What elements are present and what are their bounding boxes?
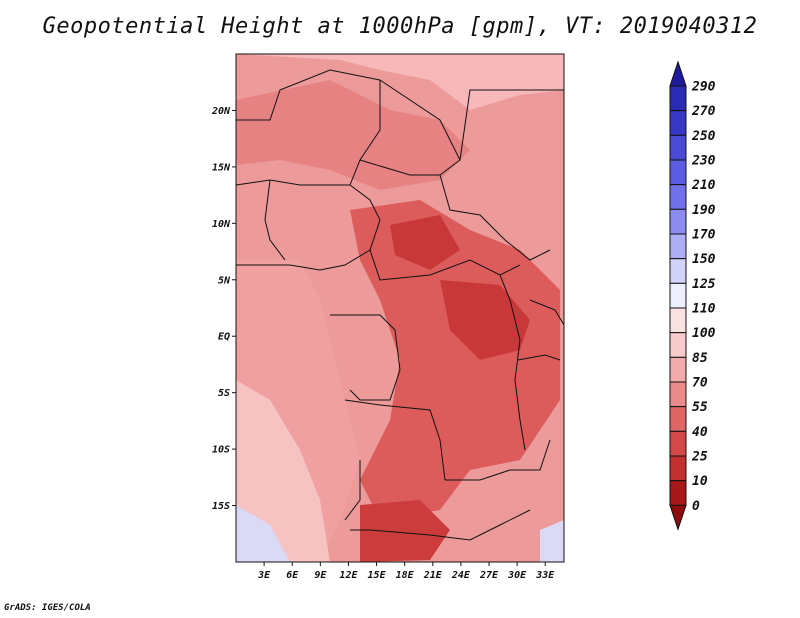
colorbar-box [669, 110, 687, 136]
region-core-2 [390, 215, 460, 270]
colorbar-label: 40 [692, 425, 708, 440]
y-tick-label: 20N [211, 106, 231, 117]
colorbar-box [669, 356, 687, 383]
x-axis: 3E 6E 9E 12E 15E 18E 21E 24E 27E 30E 33E [257, 562, 555, 581]
y-tick-label: 5N [218, 275, 231, 286]
colorbar-box [669, 406, 687, 432]
colorbar-box [669, 282, 687, 309]
region-east-light [540, 520, 564, 562]
country-borders [236, 69, 564, 541]
y-tick-label: EQ [218, 332, 230, 343]
x-tick-label: 33E [535, 570, 555, 581]
colorbar-label: 270 [691, 104, 716, 119]
y-tick-label: 5S [218, 388, 230, 399]
region-central [350, 200, 560, 520]
colorbar-box [669, 233, 687, 260]
region-southwest-ocean [236, 505, 290, 562]
colorbar-label: 70 [692, 376, 708, 391]
colorbar-box [669, 480, 687, 506]
colorbar-label: 125 [692, 277, 716, 292]
colorbar-label: 10 [692, 474, 708, 489]
x-tick-label: 6E [286, 570, 299, 581]
region-west-lighter [236, 380, 330, 562]
colorbar-box [669, 159, 687, 186]
colorbar-box [669, 258, 687, 284]
x-tick-label: 21E [423, 570, 443, 581]
map-panel [236, 54, 564, 562]
colorbar-label: 170 [692, 228, 716, 243]
region-north-light [236, 54, 564, 110]
colorbar-label: 0 [692, 499, 700, 514]
colorbar-label: 210 [691, 178, 716, 193]
colorbar-label: 250 [691, 129, 716, 144]
colorbar-box [669, 307, 687, 334]
colorbar-box [669, 332, 687, 358]
colorbar-box [669, 85, 687, 112]
colorbar-label: 100 [692, 326, 716, 341]
colorbar-label: 150 [692, 252, 716, 267]
colorbar-top-arrow [669, 60, 687, 87]
x-tick-label: 18E [396, 570, 415, 581]
colorbar-label: 25 [691, 450, 708, 465]
colorbar: 2902702502302101901701501251101008570554… [669, 60, 716, 531]
map-frame [235, 53, 565, 563]
colorbar-box [669, 208, 687, 235]
y-tick-label: 15N [212, 162, 231, 173]
colorbar-box [669, 134, 687, 161]
x-tick-label: 24E [451, 570, 471, 581]
region-southeast [360, 500, 450, 562]
region-north-high [236, 80, 470, 190]
y-tick-label: 15S [212, 501, 230, 512]
colorbar-label: 290 [691, 80, 716, 95]
x-tick-label: 15E [368, 570, 387, 581]
colorbar-label: 230 [691, 154, 716, 169]
footer-credit: GrADS: IGES/COLA [4, 603, 91, 613]
colorbar-label: 110 [692, 302, 716, 317]
x-tick-label: 30E [507, 570, 527, 581]
colorbar-box [669, 455, 687, 482]
y-tick-label: 10N [212, 219, 231, 230]
y-tick-label: 10S [212, 445, 230, 456]
colorbar-box [669, 381, 687, 408]
colorbar-label: 190 [692, 203, 716, 218]
colorbar-label: 55 [692, 400, 708, 415]
x-tick-label: 27E [479, 570, 499, 581]
colorbar-bottom-arrow [669, 504, 687, 531]
x-tick-label: 12E [339, 570, 358, 581]
chart-title: Geopotential Height at 1000hPa [gpm], VT… [42, 14, 758, 39]
y-axis: 20N 15N 10N 5N EQ 5S 10S 15S [211, 106, 236, 512]
x-tick-label: 3E [257, 570, 271, 581]
colorbar-box [669, 184, 687, 210]
colorbar-label: 85 [692, 351, 708, 366]
region-core [440, 280, 530, 360]
x-tick-label: 9E [314, 570, 327, 581]
colorbar-box [669, 430, 687, 457]
